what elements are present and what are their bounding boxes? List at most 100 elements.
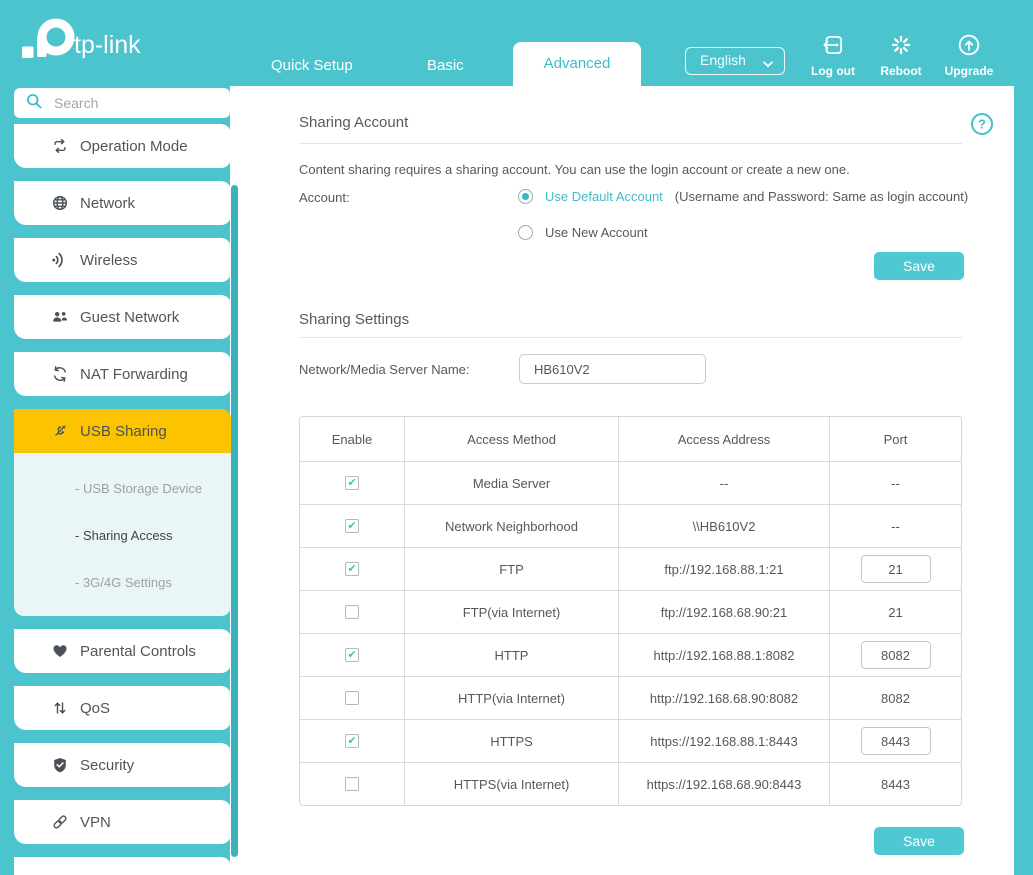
column-header-enable: Enable xyxy=(300,417,405,461)
logout-button[interactable]: Log out xyxy=(805,32,861,78)
enable-cell: ✔ xyxy=(300,634,405,676)
save-account-button[interactable]: Save xyxy=(874,252,964,280)
enable-checkbox-https[interactable]: ✔ xyxy=(345,734,359,748)
sidebar-submenu: - USB Storage Device - Sharing Access - 3G… xyxy=(14,453,231,616)
sidebar-item-usb-sharing[interactable]: USB Sharing xyxy=(14,409,231,453)
upgrade-button[interactable]: Upgrade xyxy=(939,32,999,78)
port-value: 21 xyxy=(888,604,903,620)
sidebar-item-qos[interactable]: QoS xyxy=(14,686,231,730)
search-box[interactable] xyxy=(14,88,230,118)
upgrade-label: Upgrade xyxy=(944,64,994,78)
access-method: FTP(via Internet) xyxy=(405,591,619,633)
server-name-input[interactable] xyxy=(519,354,706,384)
link-icon xyxy=(50,812,70,832)
reboot-label: Reboot xyxy=(880,64,922,78)
sidebar-item-wireless[interactable]: Wireless xyxy=(14,238,231,282)
sidebar-item-label: Wireless xyxy=(80,251,138,269)
shield-icon xyxy=(50,755,70,775)
help-icon[interactable]: ? xyxy=(970,112,994,136)
language-select[interactable]: English xyxy=(685,47,785,75)
radio-use-new-account[interactable] xyxy=(518,225,533,240)
sidebar-subitem-sharing-access[interactable]: - Sharing Access xyxy=(75,528,173,543)
table-row-https: ✔ HTTPS https://192.168.88.1:8443 xyxy=(300,719,961,762)
divider xyxy=(299,143,962,144)
sidebar-subitem-usb-storage-device[interactable]: - USB Storage Device xyxy=(75,481,203,496)
port-input-ftp[interactable] xyxy=(860,555,931,583)
logout-icon xyxy=(820,32,846,63)
qos-icon xyxy=(50,698,70,718)
sidebar-item-partial[interactable] xyxy=(14,857,231,875)
account-label: Account: xyxy=(299,190,350,205)
enable-checkbox-media-server[interactable]: ✔ xyxy=(345,476,359,490)
access-method: FTP xyxy=(405,548,619,590)
column-header-access-address: Access Address xyxy=(619,417,830,461)
radio-new-label: Use New Account xyxy=(545,225,648,240)
port-value: -- xyxy=(891,475,900,491)
port-input-https[interactable] xyxy=(860,727,931,755)
sidebar-item-vpn[interactable]: VPN xyxy=(14,800,231,844)
access-method: HTTPS(via Internet) xyxy=(405,763,619,805)
port-input-http[interactable] xyxy=(860,641,931,669)
port-cell xyxy=(830,634,961,676)
sidebar-item-security[interactable]: Security xyxy=(14,743,231,787)
sidebar-subitem-3g-4g-settings[interactable]: - 3G/4G Settings xyxy=(75,575,172,590)
sharing-account-description: Content sharing requires a sharing accou… xyxy=(299,162,850,177)
radio-use-default-account[interactable] xyxy=(518,189,533,204)
enable-checkbox-https-via-internet[interactable] xyxy=(345,777,359,791)
nat-forwarding-icon xyxy=(50,364,70,384)
radio-default-note: (Username and Password: Same as login ac… xyxy=(674,189,969,204)
sidebar-item-label: Security xyxy=(80,756,135,774)
sidebar-item-label: Operation Mode xyxy=(80,137,188,155)
enable-checkbox-ftp[interactable]: ✔ xyxy=(345,562,359,576)
sharing-table-head: Enable Access Method Access Address Port xyxy=(300,417,961,461)
sidebar-item-guest-network[interactable]: Guest Network xyxy=(14,295,231,339)
sidebar-item-label: VPN xyxy=(80,813,111,831)
sidebar-item-nat-forwarding[interactable]: NAT Forwarding xyxy=(14,352,231,396)
column-header-port: Port xyxy=(883,431,908,447)
port-cell: 8082 xyxy=(830,677,961,719)
column-header-access-method: Access Method xyxy=(405,417,619,461)
access-method: HTTP(via Internet) xyxy=(405,677,619,719)
server-name-label: Network/Media Server Name: xyxy=(299,362,470,377)
access-address: -- xyxy=(619,462,830,504)
sidebar-item-label: Parental Controls xyxy=(80,642,196,660)
access-address: http://192.168.68.90:8082 xyxy=(619,677,830,719)
sidebar-item-parental-controls[interactable]: Parental Controls xyxy=(14,629,231,673)
table-row-http-via-internet: HTTP(via Internet) http://192.168.68.90:8… xyxy=(300,676,961,719)
enable-checkbox-http[interactable]: ✔ xyxy=(345,648,359,662)
sidebar: Operation Mode Network Wireless Guest Ne… xyxy=(0,86,240,875)
sharing-account-title: Sharing Account xyxy=(299,114,409,131)
enable-checkbox-ftp-via-internet[interactable] xyxy=(345,605,359,619)
port-cell: 21 xyxy=(830,591,961,633)
sidebar-scrollbar[interactable] xyxy=(231,185,238,857)
sidebar-item-network[interactable]: Network xyxy=(14,181,231,225)
search-input[interactable] xyxy=(52,94,216,112)
access-address: https://192.168.88.1:8443 xyxy=(619,720,830,762)
sharing-settings-title: Sharing Settings xyxy=(299,311,410,328)
enable-checkbox-http-via-internet[interactable] xyxy=(345,691,359,705)
access-method: Network Neighborhood xyxy=(405,505,619,547)
sidebar-item-label: Guest Network xyxy=(80,308,180,326)
radio-default-label: Use Default Account xyxy=(545,189,663,204)
logout-label: Log out xyxy=(811,64,855,78)
tab-quick-setup[interactable]: Quick Setup xyxy=(271,57,353,74)
sharing-table: Enable Access Method Access Address Port ✔ M… xyxy=(299,416,962,806)
logo-text: tp-link xyxy=(74,31,141,59)
port-value: 8443 xyxy=(881,776,910,792)
tab-basic[interactable]: Basic xyxy=(427,57,464,74)
sidebar-item-operation-mode[interactable]: Operation Mode xyxy=(14,124,231,168)
tab-advanced[interactable]: Advanced xyxy=(513,42,641,86)
access-address: \\HB610V2 xyxy=(619,505,830,547)
sidebar-item-label: QoS xyxy=(80,699,111,717)
port-cell: -- xyxy=(830,505,961,547)
tp-link-logo: tp-link xyxy=(12,16,172,68)
save-settings-button[interactable]: Save xyxy=(874,827,964,855)
port-cell xyxy=(830,548,961,590)
header: tp-link Quick Setup Basic Advanced Engli… xyxy=(0,0,1033,86)
reboot-button[interactable]: Reboot xyxy=(873,32,929,78)
enable-cell: ✔ xyxy=(300,462,405,504)
search-icon xyxy=(24,91,44,116)
enable-cell: ✔ xyxy=(300,720,405,762)
sidebar-item-label: USB Sharing xyxy=(80,422,167,440)
enable-checkbox-network-neighborhood[interactable]: ✔ xyxy=(345,519,359,533)
